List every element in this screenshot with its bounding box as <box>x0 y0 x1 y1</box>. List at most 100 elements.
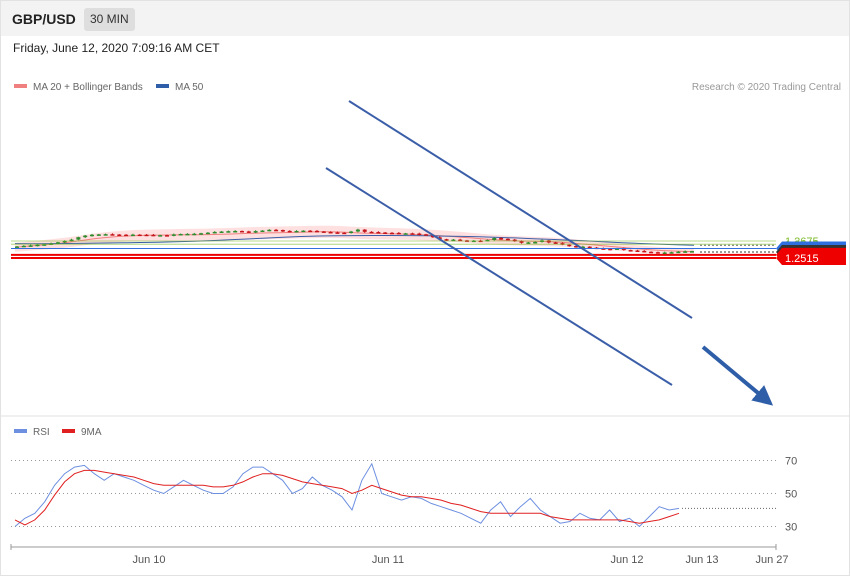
ma50-legend-swatch <box>156 84 169 88</box>
candle-body <box>83 235 88 238</box>
candle-body <box>253 231 258 233</box>
timeframe-button[interactable]: 30 MIN <box>84 8 135 31</box>
candle <box>669 251 674 254</box>
candle <box>335 231 340 234</box>
price-tag-label: 1.2515 <box>785 253 819 265</box>
candle <box>580 245 585 249</box>
candle-body <box>240 230 244 233</box>
candle <box>294 230 299 233</box>
candle <box>683 250 688 253</box>
candle-body <box>96 234 101 236</box>
rsi-level-label: 50 <box>785 489 797 501</box>
candle-body <box>526 242 531 244</box>
candle-body <box>301 230 306 233</box>
candle-body <box>615 248 619 250</box>
candle <box>390 232 394 235</box>
candle-body <box>396 232 401 235</box>
candle <box>178 233 183 236</box>
candle-body <box>376 232 381 234</box>
candle <box>328 231 333 234</box>
candle-body <box>192 233 197 236</box>
rsi-level-label: 30 <box>785 522 797 534</box>
candle <box>199 232 204 235</box>
candle-body <box>512 239 517 242</box>
candle-body <box>553 242 558 244</box>
rsi-layer: 70 50 30 <box>11 456 797 534</box>
candle-body <box>601 248 606 250</box>
candle-body <box>362 229 367 232</box>
candle-body <box>294 230 299 233</box>
candle-body <box>410 233 415 235</box>
candle-body <box>519 241 524 243</box>
candle <box>628 249 633 252</box>
candle-body <box>130 234 135 237</box>
candle-body <box>499 238 504 240</box>
candle <box>369 231 374 234</box>
candle-body <box>430 235 435 238</box>
symbol-label: GBP/USD <box>12 11 76 27</box>
candle <box>76 236 81 241</box>
candle-body <box>178 233 183 236</box>
candle-body <box>76 237 81 240</box>
candle-body <box>69 239 74 242</box>
candle <box>533 241 538 244</box>
main-legend: MA 20 + Bollinger Bands MA 50 <box>14 82 204 93</box>
candle <box>342 232 347 235</box>
candle <box>505 238 510 241</box>
candle <box>526 241 531 244</box>
candle <box>233 230 238 233</box>
candle-body <box>321 231 326 233</box>
candle-body <box>492 238 497 240</box>
rsi-legend-swatch <box>14 429 27 433</box>
chart-datetime: Friday, June 12, 2020 7:09:16 AM CET <box>13 41 220 55</box>
candle-body <box>676 251 681 254</box>
candle-body <box>117 234 122 236</box>
ma20-legend-swatch <box>14 84 27 88</box>
candle-body <box>383 232 388 234</box>
candle <box>287 230 292 233</box>
candle <box>690 250 694 253</box>
candle-body <box>260 230 265 233</box>
candle-body <box>669 252 674 254</box>
candle <box>424 233 429 236</box>
candle <box>376 231 381 234</box>
candle-body <box>505 238 510 241</box>
candle-body <box>246 231 251 233</box>
candle <box>158 234 163 237</box>
candle-body <box>124 234 129 237</box>
candle <box>362 229 367 233</box>
candle <box>151 233 156 237</box>
candle <box>355 228 360 233</box>
x-tick-label: Jun 12 <box>610 554 643 566</box>
candle <box>451 238 456 242</box>
candle-body <box>608 248 613 251</box>
bollinger-band-layer <box>15 225 694 255</box>
candle-body <box>158 235 163 237</box>
candle-body <box>233 230 238 233</box>
candle <box>301 230 306 233</box>
candle-body <box>621 248 626 251</box>
candle <box>185 233 190 236</box>
candle <box>308 230 313 233</box>
channel-lower-line <box>325 167 673 386</box>
candle-body <box>628 250 633 252</box>
watermark: Research © 2020 Trading Central <box>692 82 841 93</box>
candle-body <box>424 234 429 236</box>
candle <box>649 251 654 254</box>
candle-body <box>642 250 647 253</box>
candle-body <box>280 230 285 232</box>
candle-body <box>274 229 279 232</box>
candle-body <box>635 250 640 252</box>
forecast-arrow <box>701 345 774 406</box>
candle-body <box>267 229 272 232</box>
candle <box>28 244 33 247</box>
candle <box>192 232 197 236</box>
candle <box>676 251 681 254</box>
candle-body <box>587 246 592 249</box>
candle-body <box>137 234 142 237</box>
candle-body <box>335 232 340 234</box>
candle-body <box>342 232 347 235</box>
rsi-ma-line <box>14 469 680 526</box>
x-tick-label: Jun 27 <box>755 554 788 566</box>
rsi-ma-legend-swatch <box>62 429 75 433</box>
